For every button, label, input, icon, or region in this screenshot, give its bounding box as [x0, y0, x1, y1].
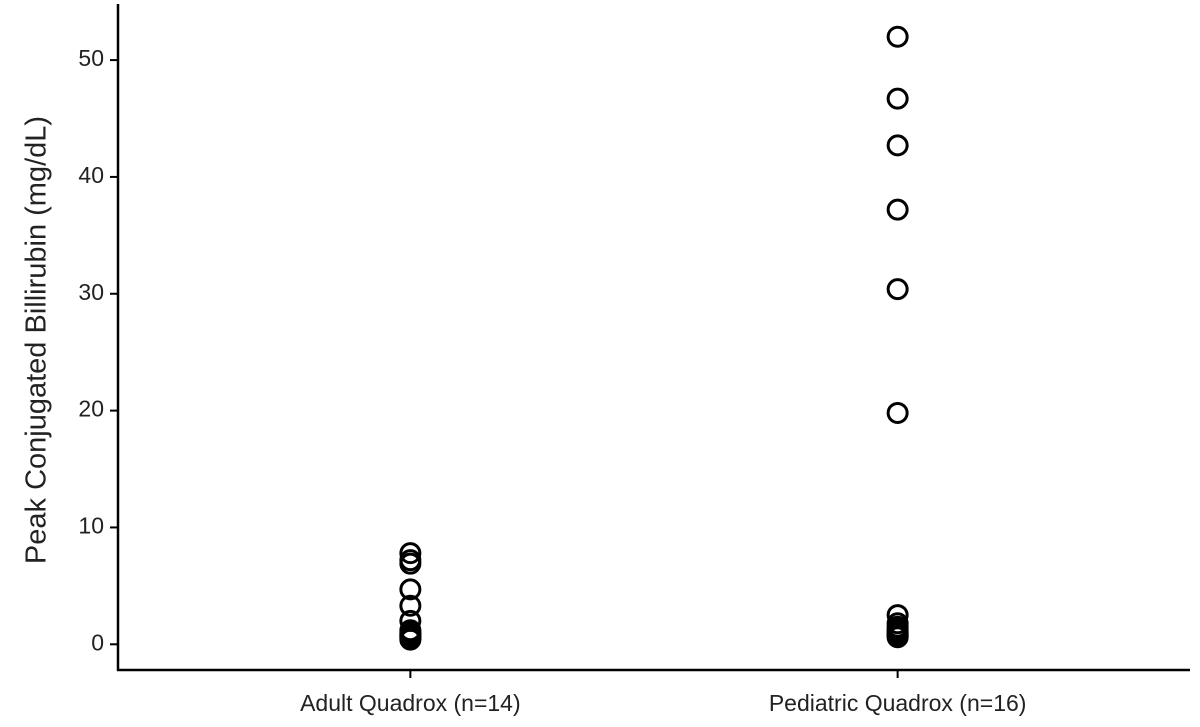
point	[886, 401, 909, 424]
point	[399, 542, 422, 565]
y-tick-label: 30	[78, 279, 104, 305]
point	[399, 628, 422, 651]
point	[886, 87, 909, 110]
point	[399, 594, 422, 617]
point	[886, 278, 909, 301]
point	[886, 134, 909, 157]
x-tick-label: Pediatric Quadrox (n=16)	[769, 690, 1027, 716]
y-tick-label: 40	[78, 162, 104, 188]
y-axis-title: Peak Conjugated Billirubin (mg/dL)	[21, 116, 53, 564]
point	[399, 578, 422, 601]
x-tick-label: Adult Quadrox (n=14)	[300, 690, 521, 716]
point	[886, 198, 909, 221]
y-tick-label: 50	[78, 45, 104, 71]
point	[399, 552, 422, 575]
point	[886, 25, 909, 48]
y-tick-label: 10	[78, 513, 104, 539]
y-tick-label: 0	[91, 629, 104, 655]
y-tick-label: 20	[78, 396, 104, 422]
point	[886, 626, 909, 649]
